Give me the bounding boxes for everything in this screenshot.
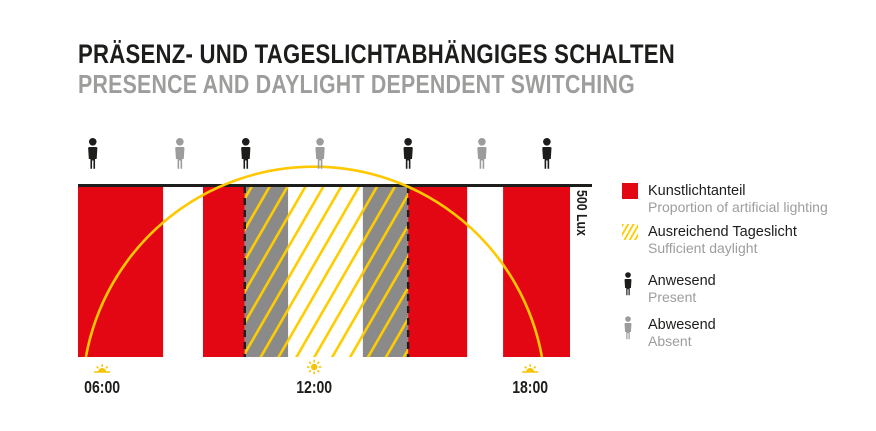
legend: Kunstlichtanteil Proportion of artificia… [622, 183, 868, 349]
person-present-icon [403, 138, 413, 169]
page-subtitle: PRESENCE AND DAYLIGHT DEPENDENT SWITCHIN… [78, 69, 635, 99]
time-tick: 06:00 [84, 377, 120, 397]
legend-label: Ausreichend Tageslicht [648, 224, 797, 240]
legend-item-sufficient-daylight: Ausreichend Tageslicht Sufficient daylig… [622, 224, 868, 256]
segment-daylight-hatch [362, 187, 409, 357]
lux-threshold-label: 500 Lux [574, 190, 590, 236]
person-present-icon [241, 138, 251, 169]
page-title: PRÄSENZ- UND TAGESLICHTABHÄNGIGES SCHALT… [78, 39, 676, 69]
time-label: 12:00 [296, 377, 332, 397]
legend-sublabel: Sufficient daylight [648, 240, 758, 256]
time-tick: 18:00 [512, 377, 548, 397]
lux-threshold-line [78, 184, 592, 187]
person-absent-icon [175, 138, 185, 169]
red-swatch-icon [622, 183, 638, 199]
person-present-icon [88, 138, 98, 169]
time-label: 06:00 [84, 377, 120, 397]
segment-artificial-light [408, 187, 468, 357]
legend-sublabel: Proportion of artificial lighting [648, 199, 828, 215]
time-tick: 12:00 [296, 377, 332, 397]
person-absent-icon [477, 138, 487, 169]
legend-label: Anwesend [648, 273, 716, 289]
legend-item-artificial-light: Kunstlichtanteil Proportion of artificia… [622, 183, 868, 215]
person-present-icon [542, 138, 552, 169]
legend-sublabel: Absent [648, 333, 692, 349]
person-present-icon [624, 272, 632, 296]
noon-sun-icon [306, 359, 323, 375]
segment-daylight-hatch [288, 187, 363, 357]
header: PRÄSENZ- UND TAGESLICHTABHÄNGIGES SCHALT… [78, 39, 806, 99]
chart-layer: 06:00 12:00 18:00 [78, 138, 592, 397]
person-absent-icon [315, 138, 325, 169]
sunset-sun-icon [521, 363, 539, 373]
daylight-hatch-swatch-icon [622, 224, 638, 240]
segment-artificial-light [503, 187, 570, 357]
time-label: 18:00 [512, 377, 548, 397]
segment-artificial-light [202, 187, 245, 357]
person-absent-icon [624, 316, 632, 340]
legend-label: Kunstlichtanteil [648, 183, 746, 199]
sunrise-sun-icon [93, 363, 111, 373]
legend-item-present: Anwesend Present [622, 272, 868, 305]
legend-label: Abwesend [648, 317, 716, 333]
legend-item-absent: Abwesend Absent [622, 316, 868, 349]
segment-daylight-hatch [244, 187, 289, 357]
legend-sublabel: Present [648, 289, 697, 305]
daylight-level-curve [84, 165, 544, 358]
